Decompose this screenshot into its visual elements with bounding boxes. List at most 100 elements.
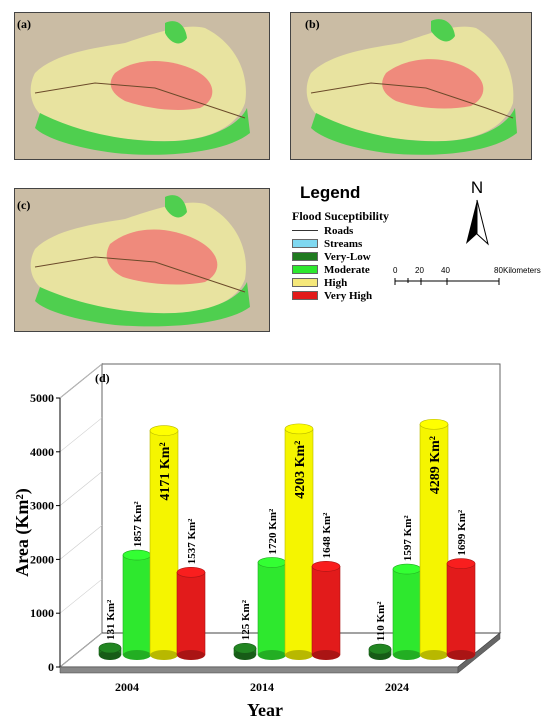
bar-top-ellipse [122,549,152,561]
scale-tick-80: 80 [494,266,503,275]
legend: Legend Flood Suceptibility Roads Streams… [292,183,422,302]
bar-moderate-2024 [392,568,422,656]
scale-unit: Kilometers [503,266,541,275]
moderate-swatch-icon [292,265,318,274]
map-a-graphic [15,13,269,159]
chart-floor-front-edge [59,666,459,674]
legend-item-high: High [292,276,422,289]
y-axis-label: Area (Km²) [12,488,33,577]
bar-top-ellipse [98,642,122,654]
legend-item-very-low: Very-Low [292,250,422,263]
y-tick-label: 3000 [30,499,54,513]
legend-item-label: Streams [324,237,363,250]
bar-high-2004 [149,430,179,656]
legend-item-very-high: Very High [292,289,422,302]
legend-item-label: Roads [324,224,354,237]
bar-value-label: 1648 Km² [321,512,333,558]
chart-side-wall [59,362,103,669]
bar-value-label: 125 Km² [240,599,252,640]
legend-item-label: Very High [324,289,373,302]
bar-very-high-2014 [311,566,341,656]
map-c-graphic [15,189,269,331]
bar-base-ellipse [123,650,151,660]
y-gridline [59,578,103,614]
x-axis-label: Year [247,700,283,720]
y-gridline [59,525,103,560]
road-line-icon [292,230,318,231]
north-letter: N [470,178,484,197]
y-gridline [59,632,103,668]
bar-value-label: 131 Km² [105,599,117,640]
bar-value-label: 1699 Km² [456,509,468,555]
high-swatch-icon [292,278,318,287]
map-a-label: (a) [17,17,31,31]
north-arrow: N [462,178,492,248]
streams-swatch-icon [292,239,318,248]
bar-base-ellipse [285,650,313,660]
bar-base-ellipse [447,650,475,660]
y-tick-label: 5000 [30,391,54,405]
bar-top-ellipse [311,561,341,572]
bar-value-label: 1720 Km² [267,508,279,554]
map-panel-c [14,188,270,332]
map-panel-a [14,12,270,160]
bar-top-ellipse [149,425,179,436]
bar-top-ellipse [419,418,449,430]
bar-base-ellipse [150,650,178,660]
legend-item-label: Moderate [324,263,370,276]
y-gridline [59,471,103,506]
map-b-graphic [291,13,531,159]
scale-tick-40: 40 [441,266,450,275]
bar-moderate-2004 [122,554,152,656]
y-gridline [59,417,103,453]
y-tick-label: 1000 [30,606,54,620]
bar-moderate-2014 [257,562,287,656]
bar-value-label: 1537 Km² [186,518,198,564]
bar-value-label: 4171 Km² [158,442,173,500]
bar-top-ellipse [368,643,392,655]
legend-item-roads: Roads [292,224,422,237]
bar-base-ellipse [393,650,421,660]
legend-item-moderate: Moderate [292,263,422,276]
scale-tick-20: 20 [415,266,424,275]
bar-very-high-2024 [446,563,476,656]
bar-high-2014 [284,428,314,656]
map-panel-b [290,12,532,160]
bar-very-high-2004 [176,572,206,656]
bar-value-label: 1597 Km² [402,515,414,561]
very-high-swatch-icon [292,291,318,300]
legend-subtitle: Flood Suceptibility [292,209,390,223]
very-low-swatch-icon [292,252,318,261]
scale-bar: 0 20 40 80 Kilometers [393,266,550,288]
bar-base-ellipse [177,650,205,660]
bar-value-label: 4203 Km² [293,441,308,499]
x-tick-label: 2014 [250,680,274,694]
bar-base-ellipse [420,650,448,660]
flood-area-chart: 0 1000 2000 3000 4000 5000 Area (Km²) Year (d) 13… [12,362,502,720]
x-tick-label: 2024 [385,680,409,694]
y-tick-label: 0 [48,660,54,674]
north-arrow-icon [466,199,489,246]
scale-bar-graphic [394,278,500,285]
bar-base-ellipse [312,650,340,660]
legend-item-label: Very-Low [324,250,371,263]
bar-top-ellipse [392,563,422,575]
map-b-label: (b) [305,17,320,31]
bar-value-label: 4289 Km² [428,436,443,494]
y-tick-label: 2000 [30,552,54,566]
bar-value-label: 1857 Km² [132,501,144,547]
bar-top-ellipse [233,642,257,654]
legend-item-label: High [324,276,348,289]
y-gridline [59,363,103,399]
y-tick-label: 4000 [30,445,54,459]
bar-top-ellipse [257,557,287,568]
chart-panel-label: (d) [95,371,110,385]
bar-top-ellipse [176,567,206,578]
x-tick-label: 2004 [115,680,139,694]
chart-floor-side-edge [457,632,501,674]
map-c-label: (c) [17,198,31,212]
legend-item-streams: Streams [292,237,422,250]
bar-high-2024 [419,423,449,656]
bar-top-ellipse [446,558,476,569]
bar-top-ellipse [284,423,314,435]
